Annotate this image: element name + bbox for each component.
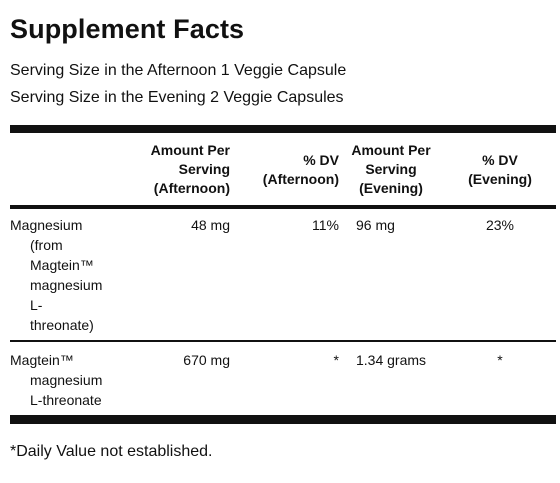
header-line: Amount Per	[351, 142, 431, 158]
dv-afternoon-magtein: *	[333, 352, 339, 368]
nutrient-name-line: (from	[30, 237, 63, 253]
dv-afternoon-magnesium: 11%	[312, 217, 339, 233]
amount-evening-magtein: 1.34 grams	[356, 352, 427, 368]
header-amount-evening: Amount Per Serving (Evening)	[346, 141, 436, 198]
nutrient-name-line: L-	[30, 297, 43, 313]
thick-divider-bottom	[10, 415, 556, 424]
dv-evening-magnesium: 23%	[485, 217, 515, 233]
nutrient-name-line: magnesium	[30, 372, 103, 388]
nutrient-name-magtein: Magtein™ magnesium L-threonate	[10, 350, 120, 410]
header-dv-afternoon: % DV (Afternoon)	[238, 151, 339, 189]
header-line: (Evening)	[468, 171, 532, 187]
amount-afternoon-magtein: 670 mg	[183, 352, 230, 368]
footnote: *Daily Value not established.	[10, 443, 213, 460]
serving-size-evening: Serving Size in the Evening 2 Veggie Cap…	[10, 89, 344, 106]
nutrient-name-magnesium: Magnesium (from Magtein™ magnesium L- th…	[10, 215, 120, 335]
medium-divider	[10, 205, 556, 209]
dv-evening-magtein: *	[497, 352, 503, 368]
nutrient-name-line: Magnesium	[10, 217, 83, 233]
serving-size-afternoon: Serving Size in the Afternoon 1 Veggie C…	[10, 62, 347, 79]
header-line: (Afternoon)	[262, 171, 339, 187]
header-line: Serving	[365, 161, 417, 177]
amount-evening-magnesium: 96 mg	[356, 217, 395, 233]
header-dv-evening: % DV (Evening)	[450, 151, 550, 189]
header-amount-afternoon: Amount Per Serving (Afternoon)	[120, 141, 230, 198]
nutrient-name-line: magnesium	[30, 277, 103, 293]
nutrient-name-line: Magtein™	[10, 352, 74, 368]
nutrient-name-line: threonate)	[30, 317, 94, 333]
row-divider	[10, 340, 556, 342]
nutrient-name-line: L-threonate	[30, 392, 102, 408]
panel-title: Supplement Facts	[10, 14, 245, 44]
header-line: (Afternoon)	[153, 180, 230, 196]
amount-afternoon-magnesium: 48 mg	[191, 217, 230, 233]
header-line: (Evening)	[359, 180, 423, 196]
header-line: Amount Per	[150, 142, 230, 158]
header-line: Serving	[178, 161, 230, 177]
thick-divider-top	[10, 125, 556, 133]
header-line: % DV	[482, 152, 518, 168]
header-line: % DV	[303, 152, 339, 168]
nutrient-name-line: Magtein™	[30, 257, 94, 273]
